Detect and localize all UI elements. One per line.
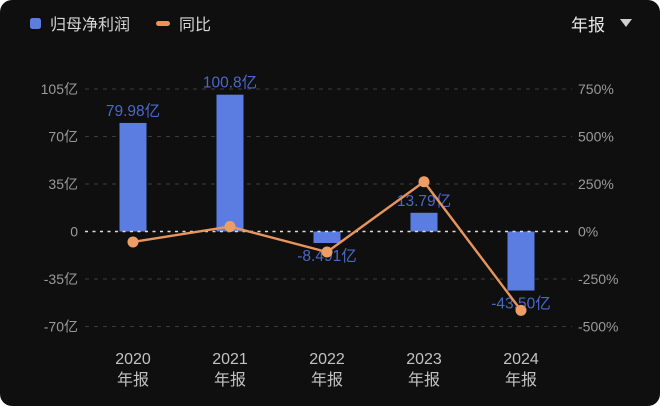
bar-value-label: 79.98亿 — [106, 102, 160, 120]
legend: 归母净利润 同比 — [30, 11, 237, 35]
left-axis-tick: 70亿 — [48, 129, 78, 145]
bar-value-label: 100.8亿 — [203, 74, 257, 92]
x-axis-label-year: 2022 — [309, 351, 345, 368]
x-axis-label-period: 年报 — [117, 371, 149, 389]
x-axis-label-year: 2020 — [115, 351, 151, 368]
bar-series-swatch-icon — [30, 17, 41, 29]
bar-2022 — [313, 231, 341, 244]
left-axis-tick: -70亿 — [44, 319, 78, 335]
bar-2020 — [119, 122, 147, 232]
right-axis-tick: -500% — [578, 319, 618, 335]
legend-item-net-profit[interactable]: 归母净利润 — [30, 11, 130, 35]
x-axis-label-year: 2021 — [212, 351, 248, 368]
period-selector[interactable]: 年报 — [571, 11, 632, 36]
left-axis-tick: 35亿 — [48, 176, 78, 192]
left-axis-tick: 105亿 — [41, 81, 78, 97]
bar-value-label: -43.50亿 — [491, 295, 550, 313]
bar-2023 — [410, 212, 438, 232]
legend-label-yoy: 同比 — [179, 17, 212, 34]
legend-label-net-profit: 归母净利润 — [50, 17, 131, 34]
caret-down-icon — [620, 19, 632, 27]
x-axis-label-period: 年报 — [408, 371, 440, 389]
yoy-marker-2021 — [224, 221, 236, 233]
legend-item-yoy[interactable]: 同比 — [156, 11, 211, 35]
line-series-swatch-icon — [156, 20, 171, 26]
left-axis-tick: 0 — [70, 224, 78, 240]
right-axis-tick: -250% — [578, 271, 618, 287]
x-axis-label-period: 年报 — [214, 371, 246, 389]
period-selector-value: 年报 — [571, 15, 605, 35]
x-axis-label-year: 2023 — [406, 351, 442, 368]
yoy-marker-2023 — [418, 176, 430, 188]
yoy-line — [131, 180, 523, 312]
x-axis-label-period: 年报 — [505, 371, 537, 389]
right-axis-tick: 0% — [578, 224, 598, 240]
right-axis-tick: 250% — [578, 176, 614, 192]
bar-2024 — [507, 231, 535, 291]
x-axis-label-period: 年报 — [311, 371, 343, 389]
yoy-marker-2020 — [127, 236, 139, 248]
bar-value-label: 13.79亿 — [397, 192, 451, 210]
bar-2021 — [216, 94, 244, 232]
right-axis-tick: 500% — [578, 129, 614, 145]
yoy-marker-2024 — [515, 304, 527, 316]
chart-header: 归母净利润 同比 年报 — [0, 10, 660, 36]
right-axis-tick: 750% — [578, 81, 614, 97]
left-axis-tick: -35亿 — [44, 271, 78, 287]
yoy-marker-2022 — [321, 246, 333, 258]
x-axis-label-year: 2024 — [503, 351, 539, 368]
